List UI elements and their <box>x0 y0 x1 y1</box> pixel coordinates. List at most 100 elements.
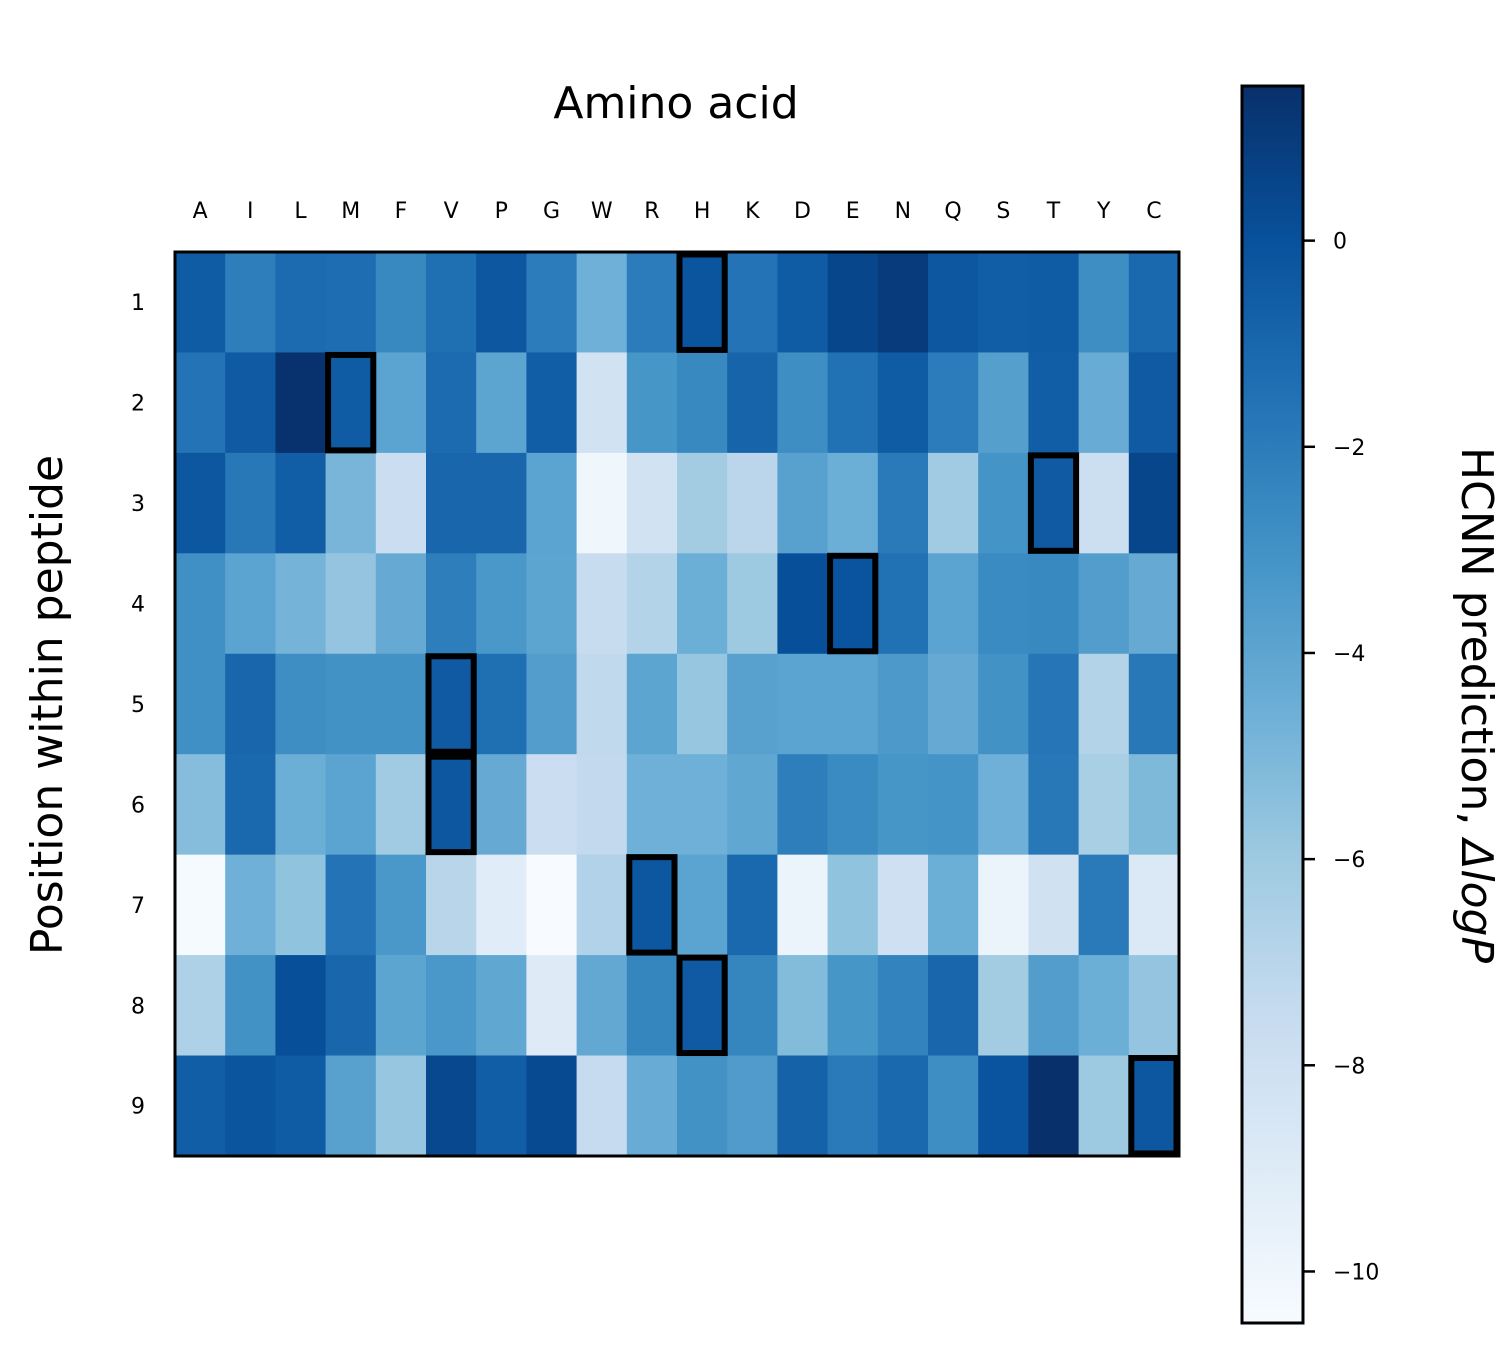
heatmap-cell-3-H <box>677 452 728 554</box>
heatmap-cell-3-W <box>576 452 628 554</box>
heatmap-cell-6-D <box>777 754 829 856</box>
heatmap-cell-4-Y <box>1078 553 1130 655</box>
heatmap-cell-9-N <box>877 1055 929 1157</box>
heatmap-cell-4-N <box>877 553 929 655</box>
heatmap-cell-7-V <box>426 854 477 956</box>
x-tick-label-T: T <box>1046 199 1061 224</box>
heatmap-cell-3-G <box>526 452 578 554</box>
heatmap-cell-5-Q <box>928 653 979 755</box>
heatmap-cell-7-Y <box>1078 854 1130 956</box>
x-tick-label-W: W <box>591 199 613 224</box>
colorbar-tick-label: −6 <box>1333 848 1365 873</box>
x-tick-label-R: R <box>644 199 659 224</box>
heatmap-cell-6-V <box>426 754 477 856</box>
heatmap-cell-5-G <box>526 653 578 755</box>
heatmap-cell-1-T <box>1028 252 1080 354</box>
heatmap-cell-4-C <box>1128 553 1180 655</box>
heatmap-cell-8-T <box>1028 955 1080 1057</box>
heatmap-cell-6-Q <box>928 754 979 856</box>
x-tick-label-F: F <box>395 199 408 224</box>
heatmap-cell-3-N <box>877 452 929 554</box>
heatmap-cell-1-R <box>626 252 678 354</box>
heatmap-cell-5-K <box>727 653 778 755</box>
x-tick-label-A: A <box>193 199 208 224</box>
y-tick-label-7: 7 <box>131 894 145 919</box>
heatmap-cell-3-A <box>175 452 226 554</box>
heatmap-cell-2-H <box>677 352 728 454</box>
y-tick-label-5: 5 <box>131 693 145 718</box>
heatmap-cell-2-S <box>978 352 1029 454</box>
heatmap-cell-4-T <box>1028 553 1080 655</box>
x-tick-label-S: S <box>996 199 1010 224</box>
y-tick-labels: 1 2 3 4 5 6 7 8 9 <box>131 291 145 1120</box>
heatmap-cell-9-E <box>827 1055 879 1157</box>
highlight-box-3-T <box>1027 452 1080 554</box>
colorbar-label-symbol: ΔlogP <box>1451 836 1500 963</box>
heatmap-cell-6-H <box>677 754 728 856</box>
highlight-box-1-H <box>676 251 728 353</box>
heatmap-cell-6-G <box>526 754 578 856</box>
x-tick-label-P: P <box>495 199 508 224</box>
heatmap-cell-2-P <box>476 352 527 454</box>
heatmap-cell-3-E <box>827 452 879 554</box>
x-tick-label-Y: Y <box>1096 199 1111 224</box>
y-axis-title: Position within peptide <box>22 455 73 955</box>
heatmap-cell-9-F <box>375 1055 427 1157</box>
heatmap-cell-1-W <box>576 252 628 354</box>
heatmap-cell-6-T <box>1028 754 1080 856</box>
heatmap-cell-2-L <box>275 352 327 454</box>
heatmap-cell-7-C <box>1128 854 1180 956</box>
heatmap-cell-1-K <box>727 252 778 354</box>
heatmap-cell-7-F <box>375 854 427 956</box>
heatmap-cell-4-W <box>576 553 628 655</box>
heatmap-cell-5-L <box>275 653 327 755</box>
x-tick-label-M: M <box>341 199 360 224</box>
heatmap-cell-7-K <box>727 854 778 956</box>
x-tick-label-D: D <box>794 199 811 224</box>
heatmap-cell-8-H <box>677 955 728 1057</box>
heatmap-cell-1-V <box>426 252 477 354</box>
x-tick-label-V: V <box>444 199 459 224</box>
heatmap-cell-9-S <box>978 1055 1029 1157</box>
heatmap-cell-4-V <box>426 553 477 655</box>
heatmap-cell-8-G <box>526 955 578 1057</box>
heatmap-cell-5-E <box>827 653 879 755</box>
heatmap-cell-6-R <box>626 754 678 856</box>
heatmap-cell-6-I <box>225 754 276 856</box>
heatmap-cell-7-W <box>576 854 628 956</box>
heatmap-cell-8-I <box>225 955 276 1057</box>
heatmap-cell-7-N <box>877 854 929 956</box>
heatmap-cell-9-M <box>325 1055 377 1157</box>
heatmap-cell-6-F <box>375 754 427 856</box>
heatmap-cell-4-M <box>325 553 377 655</box>
heatmap-cell-6-C <box>1128 754 1180 856</box>
highlight-box-6-V <box>425 753 477 856</box>
colorbar-tick-label: 0 <box>1333 230 1347 255</box>
heatmap-cell-7-A <box>175 854 226 956</box>
heatmap-cell-3-S <box>978 452 1029 554</box>
heatmap-cell-2-F <box>375 352 427 454</box>
highlight-box-7-R <box>626 854 678 956</box>
heatmap-cell-4-F <box>375 553 427 655</box>
colorbar-tick-label: −2 <box>1333 436 1365 461</box>
x-tick-label-E: E <box>846 199 860 224</box>
heatmap-cell-3-T <box>1028 452 1080 554</box>
heatmap-cell-7-M <box>325 854 377 956</box>
x-tick-label-G: G <box>543 199 560 224</box>
x-tick-label-C: C <box>1146 199 1161 224</box>
heatmap-cell-9-Q <box>928 1055 979 1157</box>
heatmap-cell-1-M <box>325 252 377 354</box>
heatmap-cell-9-L <box>275 1055 327 1157</box>
heatmap-cell-4-P <box>476 553 527 655</box>
heatmap-cell-9-D <box>777 1055 829 1157</box>
heatmap-cell-1-Q <box>928 252 979 354</box>
heatmap-cell-2-C <box>1128 352 1180 454</box>
heatmap-cell-7-Q <box>928 854 979 956</box>
colorbar: 0 −2 −4 −6 −8 −10 <box>1240 84 1379 1325</box>
heatmap-cell-9-G <box>526 1055 578 1157</box>
heatmap-cell-1-N <box>877 252 929 354</box>
heatmap-cell-4-D <box>777 553 829 655</box>
heatmap-cell-6-E <box>827 754 879 856</box>
x-axis-title: Amino acid <box>553 78 798 129</box>
